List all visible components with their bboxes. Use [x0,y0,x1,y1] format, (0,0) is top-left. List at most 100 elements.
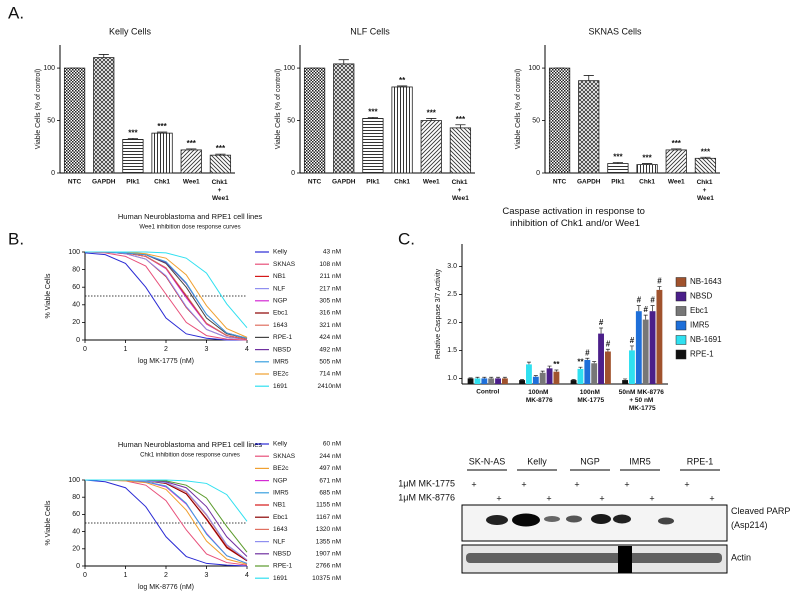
significance: *** [701,147,711,156]
y-tick-label: 50 [287,117,295,124]
dose-curve [85,251,248,340]
bar [578,80,600,174]
bar [488,378,495,384]
significance: *** [672,139,682,148]
bar [474,378,481,384]
treatment-label: 1μM MK-8776 [398,492,455,502]
bar [519,380,526,384]
bar [694,157,717,174]
legend-label: IMR5 [273,490,289,497]
error-bar [657,286,662,290]
bar [622,380,629,384]
legend-ic50: 10375 nM [312,575,341,582]
blot-band [486,515,508,525]
x-tick-label: 4 [245,572,249,579]
error-bar [127,137,139,140]
legend-label: NBSD [273,346,291,353]
error-bar [540,370,545,373]
error-bar [641,163,653,165]
y-tick-label: 2.0 [447,319,457,326]
error-bar [468,377,473,379]
error-bar [156,131,168,134]
x-tick-label: 50nM MK-8776 + 50 nM MK-1775 [619,389,666,412]
y-tick-label: 100 [528,65,540,72]
legend-swatch [675,335,687,345]
y-tick-label: 20 [72,319,80,326]
y-axis-label: Relative Caspase 3/7 Activity [435,268,442,359]
legend-ic50: 2766 nM [316,563,341,570]
bar [526,364,532,384]
bar [209,154,232,174]
legend-label: NLF [273,285,285,292]
significance: ** [399,76,406,85]
significance: *** [128,128,138,137]
x-tick-label: Plk1 [611,179,625,186]
x-tick-label: Chk1 + Wee1 [212,179,230,202]
x-tick-label: 3 [205,572,209,579]
x-tick-label: Chk1 [154,179,170,186]
x-tick-label: Wee1 [423,179,440,186]
x-tick-label: 1 [124,572,128,579]
error-bar [571,379,576,381]
bar [481,378,488,384]
dose-curve [85,251,248,340]
x-tick-label: 100nM MK-8776 [526,389,553,404]
legend-ic50: 108 nM [319,261,341,268]
y-tick-label: 0 [76,563,80,570]
x-tick-label: Plk1 [366,179,380,186]
y-tick-label: 80 [72,266,80,273]
x-tick-label: Chk1 + Wee1 [452,179,470,202]
bar [151,132,173,174]
significance: *** [157,122,167,131]
legend-label: IMR5 [690,321,710,330]
legend-label: NB1 [273,273,286,280]
panel-label: A. [8,3,24,22]
error-bar [554,369,559,372]
band-label: Cleaved PARP (Asp214) [731,506,793,530]
error-bar [636,305,641,312]
significance: ** [553,360,560,369]
chart-title: Kelly Cells [109,26,152,36]
treatment-mark: + [624,479,629,489]
legend-ic50: 685 nM [319,490,341,497]
bar [501,378,508,384]
bar [553,371,560,384]
y-tick-label: 100 [68,477,80,484]
bar [122,139,144,174]
legend-label: IMR5 [273,359,289,366]
error-bar [650,305,655,312]
y-tick-label: 1.5 [447,347,457,354]
bar [570,380,577,384]
error-bar [700,156,711,159]
legend-ic50: 1167 nM [316,514,341,521]
legend-label: 1643 [273,322,288,329]
significance: *** [456,115,466,124]
legend-label: NGP [273,477,287,484]
legend-label: NGP [273,298,287,305]
x-tick-label: NTC [553,179,567,186]
legend-ic50: 497 nM [319,465,341,472]
legend-ic50: 211 nM [320,273,341,280]
x-tick-label: 2 [164,346,168,353]
y-tick-label: 1.0 [447,375,457,382]
legend-ic50: 1355 nM [316,538,341,545]
chart-title: Human Neuroblastoma and RPE1 cell lines [118,440,262,449]
error-bar [502,376,507,379]
x-tick-label: 0 [83,572,87,579]
bar [303,67,326,174]
chart-subtitle: Wee1 inhibition dose response curves [139,225,240,231]
legend-swatch [675,320,687,331]
legend-label: Kelly [273,441,288,448]
bar [391,86,413,174]
error-bar [338,59,349,64]
significance: # [650,296,655,305]
treatment-mark: + [599,493,604,503]
error-bar [583,75,594,81]
cell-line-label: RPE-1 [687,456,714,466]
dose-curve [85,251,248,339]
error-bar [215,153,226,156]
legend-swatch [675,306,687,316]
error-bar [592,361,597,364]
significance: # [599,318,604,327]
